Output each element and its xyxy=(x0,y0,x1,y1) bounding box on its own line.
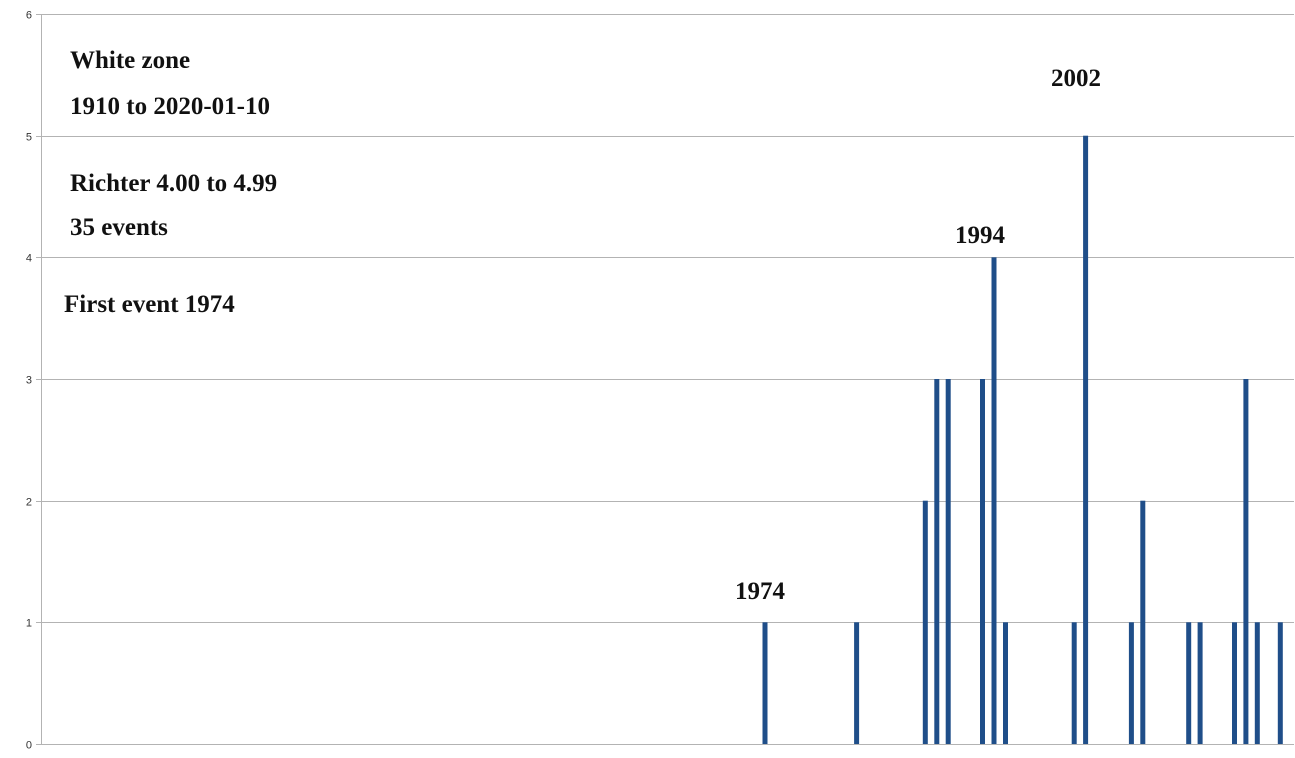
bar-1990 xyxy=(945,379,951,744)
y-tick-label: 5 xyxy=(26,132,32,144)
annotation-1994: 1994 xyxy=(955,222,1005,249)
gridlines xyxy=(41,14,1294,745)
y-tick-label: 6 xyxy=(26,10,32,22)
y-tick-label: 3 xyxy=(26,375,32,387)
bars xyxy=(762,135,1283,744)
bar-1995 xyxy=(1003,622,1008,744)
y-tick-label: 0 xyxy=(26,740,32,752)
bar-2015 xyxy=(1232,622,1237,744)
bar-2002 xyxy=(1083,135,1089,744)
bar-2007 xyxy=(1140,500,1146,744)
bar-2001 xyxy=(1071,622,1077,744)
bar-2006 xyxy=(1128,622,1134,744)
y-tick-label: 1 xyxy=(26,618,32,630)
annotation-1974: 1974 xyxy=(735,578,785,605)
bar-1974 xyxy=(762,622,768,744)
bar-2011 xyxy=(1186,622,1192,744)
bar-2019 xyxy=(1277,622,1283,744)
magnitude-label: Richter 4.00 to 4.99 xyxy=(70,170,278,197)
bar-2016 xyxy=(1243,379,1249,744)
y-tick-label: 4 xyxy=(26,253,32,265)
y-tick-label: 2 xyxy=(26,497,32,509)
bar-1993 xyxy=(980,379,985,744)
bar-2012 xyxy=(1197,622,1203,744)
y-axis: 0 1 2 3 4 5 6 xyxy=(26,10,42,752)
bar-1994 xyxy=(991,257,997,744)
bar-1988 xyxy=(922,500,928,744)
event-count-label: 35 events xyxy=(70,214,168,241)
bar-2017 xyxy=(1254,622,1260,744)
zone-label: White zone xyxy=(70,47,191,74)
annotation-2002: 2002 xyxy=(1051,65,1101,92)
period-label: 1910 to 2020-01-10 xyxy=(70,93,270,120)
bar-1989 xyxy=(934,379,940,744)
first-event-label: First event 1974 xyxy=(64,291,235,318)
bar-1982 xyxy=(854,622,860,744)
